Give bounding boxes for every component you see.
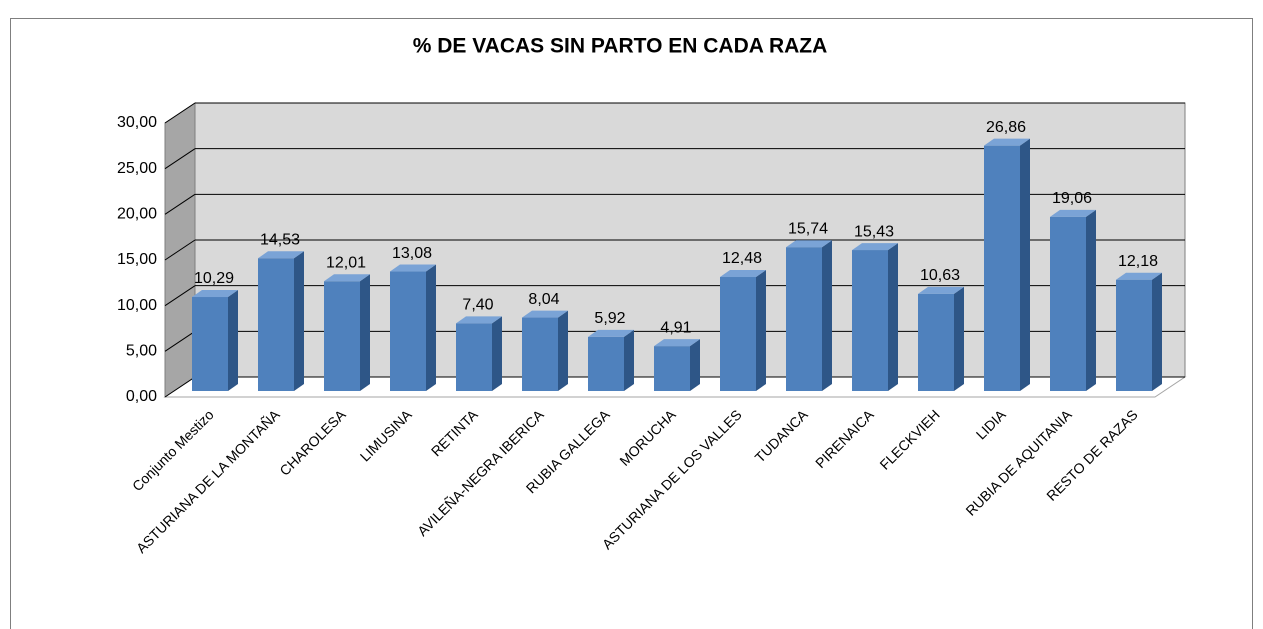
bar-top [324, 274, 370, 282]
y-tick-label: 20,00 [117, 206, 157, 223]
bar-side [888, 243, 898, 391]
bar-top [1116, 272, 1162, 280]
bar [456, 323, 492, 391]
bar [1050, 216, 1086, 391]
value-label: 7,40 [462, 297, 493, 314]
bar-top [984, 138, 1030, 146]
bar-side [1020, 138, 1030, 391]
bar-side [1152, 272, 1162, 391]
bar [654, 346, 690, 391]
value-label: 12,48 [722, 250, 762, 267]
bar [588, 336, 624, 391]
bar-top [786, 240, 832, 248]
bar-side [228, 290, 238, 391]
bar [1116, 279, 1152, 391]
value-label: 15,43 [854, 223, 894, 240]
bar-top [1050, 209, 1096, 217]
grid-line-side [164, 102, 196, 124]
value-label: 12,01 [326, 255, 366, 272]
bar [852, 250, 888, 391]
chart-title: % DE VACAS SIN PARTO EN CADA RAZA [413, 35, 828, 58]
y-tick-label: 25,00 [117, 160, 157, 177]
grid-line-side [164, 239, 196, 261]
bar [258, 258, 294, 391]
value-label: 4,91 [660, 319, 691, 336]
value-label: 13,08 [392, 245, 432, 262]
bar [984, 145, 1020, 391]
bar-side [360, 274, 370, 391]
bar [522, 317, 558, 391]
bar-side [954, 286, 964, 391]
value-label: 15,74 [788, 220, 828, 237]
bar-top [852, 243, 898, 251]
value-label: 10,63 [920, 267, 960, 284]
bar-side [492, 316, 502, 391]
bar-top [390, 264, 436, 272]
bar-top [720, 270, 766, 278]
bar [390, 271, 426, 391]
y-tick-label: 10,00 [117, 297, 157, 314]
y-tick-label: 15,00 [117, 251, 157, 268]
value-label: 26,86 [986, 119, 1026, 136]
value-label: 19,06 [1052, 190, 1092, 207]
value-label: 8,04 [528, 291, 559, 308]
bar-side [756, 270, 766, 391]
bar [192, 297, 228, 391]
grid-line-side [164, 330, 196, 352]
bar [786, 247, 822, 391]
value-label: 5,92 [594, 310, 625, 327]
value-label: 12,18 [1118, 253, 1158, 270]
bar [324, 281, 360, 391]
bar-side [558, 310, 568, 391]
bar [918, 293, 954, 391]
bar-top [522, 310, 568, 318]
bar-side [1086, 209, 1096, 391]
bar-top [192, 290, 238, 298]
bar-top [654, 339, 700, 347]
bar-side [294, 251, 304, 391]
bar-side [822, 240, 832, 391]
bar-top [456, 316, 502, 324]
grid-line-side [164, 193, 196, 215]
bar [720, 277, 756, 391]
bar-side [690, 339, 700, 391]
grid-line-side [164, 285, 196, 307]
y-tick-label: 30,00 [117, 114, 157, 131]
value-label: 14,53 [260, 232, 300, 249]
y-tick-label: 5,00 [126, 343, 157, 360]
value-label: 10,29 [194, 270, 234, 287]
grid-line-side [164, 148, 196, 170]
bar-side [624, 329, 634, 391]
bar-top [918, 286, 964, 294]
bar-top [258, 251, 304, 259]
y-tick-label: 0,00 [126, 388, 157, 405]
grid-line-side [164, 376, 196, 398]
bar-top [588, 329, 634, 337]
bar-side [426, 264, 436, 391]
